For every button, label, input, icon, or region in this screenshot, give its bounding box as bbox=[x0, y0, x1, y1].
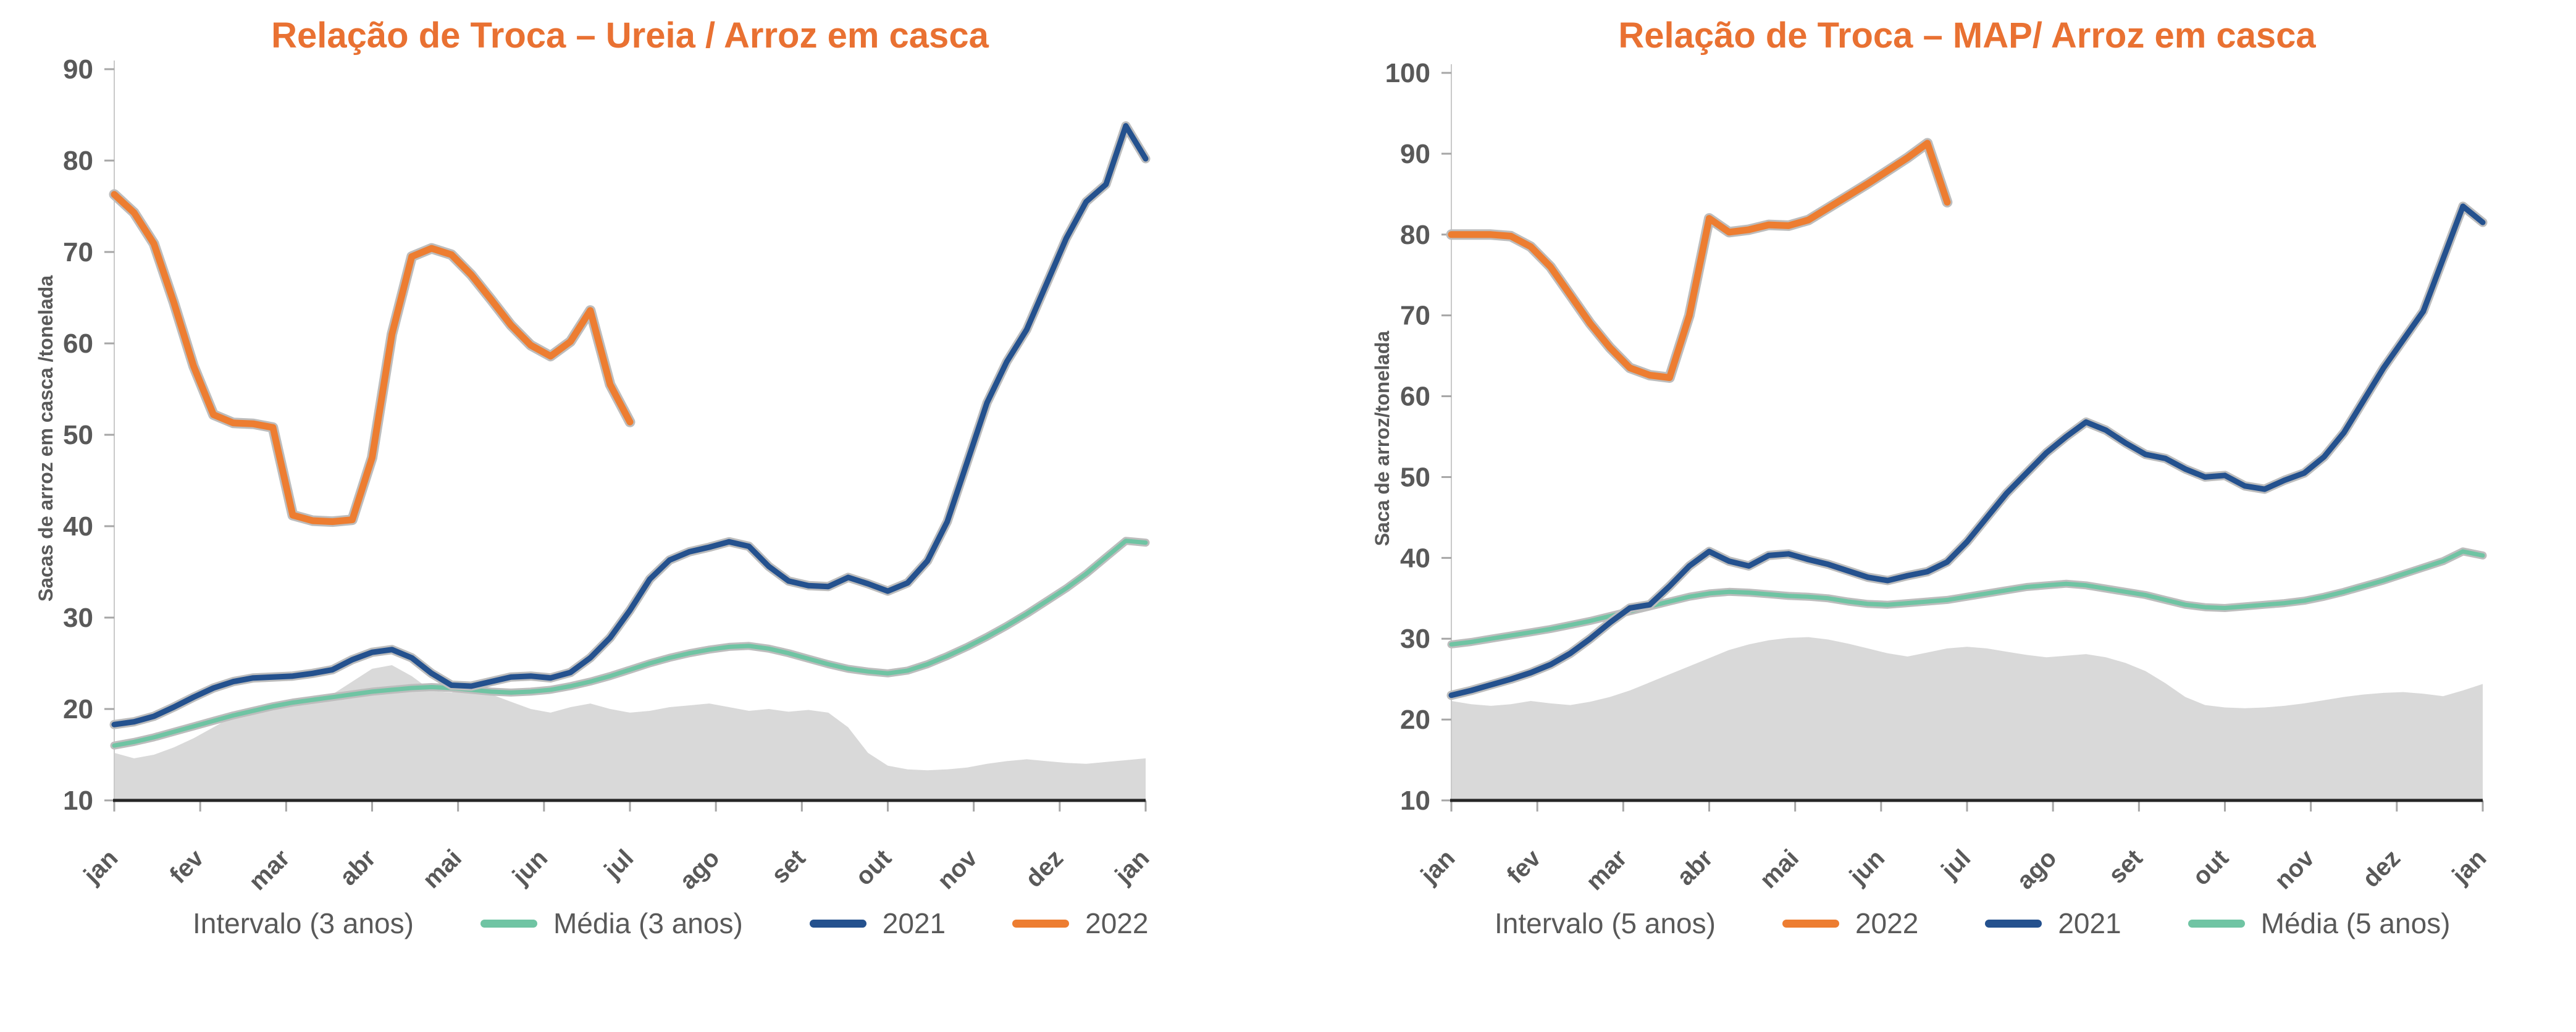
x-tick-label: mar bbox=[244, 844, 295, 896]
x-tick-label: set bbox=[766, 844, 811, 889]
legend-box-swatch bbox=[1419, 897, 1479, 950]
legend-item-2022: 2022 bbox=[1782, 907, 1918, 940]
below-interval-area bbox=[1451, 637, 2483, 800]
series-line-2021 bbox=[1448, 203, 2486, 698]
legend-item-intervalo-5-anos: Intervalo (5 anos) bbox=[1419, 897, 1716, 950]
x-tick-label: nov bbox=[933, 844, 983, 895]
x-tick-label: abr bbox=[335, 844, 381, 891]
x-tick-label: jan bbox=[1416, 844, 1461, 889]
y-tick-label: 90 bbox=[1400, 139, 1430, 169]
y-tick-label: 10 bbox=[1400, 786, 1430, 816]
series-line-2022 bbox=[1448, 140, 1951, 381]
chart-title: Relação de Troca – MAP/ Arroz em casca bbox=[1618, 15, 2316, 56]
x-tick-label: jul bbox=[599, 844, 639, 884]
series-line-2021 bbox=[111, 123, 1149, 728]
x-tick-label: mar bbox=[1581, 844, 1632, 896]
legend-line-swatch bbox=[1985, 919, 2042, 928]
legend-label: Média (3 anos) bbox=[553, 907, 743, 939]
x-tick-label: dez bbox=[1020, 844, 1068, 892]
chart-title: Relação de Troca – Ureia / Arroz em casc… bbox=[271, 15, 989, 56]
chart-ureia-arroz: Relação de Troca – Ureia / Arroz em casc… bbox=[35, 15, 1155, 950]
x-tick-label: dez bbox=[2357, 844, 2406, 892]
legend: Intervalo (5 anos) 2022 2021 Média (5 anos) bbox=[1419, 897, 2450, 950]
x-tick-label: out bbox=[850, 844, 897, 891]
y-tick-label: 30 bbox=[1400, 624, 1430, 654]
y-tick-label: 80 bbox=[63, 146, 93, 176]
y-tick-label: 100 bbox=[1385, 58, 1430, 88]
legend-item-2022: 2022 bbox=[1012, 907, 1148, 940]
x-tick-label: jun bbox=[507, 844, 553, 890]
y-tick-label: 80 bbox=[1400, 220, 1430, 250]
x-tick-label: ago bbox=[674, 844, 724, 894]
legend-line-swatch bbox=[480, 919, 537, 928]
series-line-Média (3 anos) bbox=[112, 539, 1148, 748]
y-tick-label: 70 bbox=[1400, 301, 1430, 331]
x-tick-label: ago bbox=[2012, 844, 2062, 894]
legend-line-swatch bbox=[809, 919, 866, 928]
y-tick-label: 40 bbox=[1400, 543, 1430, 573]
x-tick-label: jun bbox=[1844, 844, 1890, 890]
y-tick-label: 40 bbox=[63, 511, 93, 542]
chart-map-arroz: Relação de Troca – MAP/ Arroz em casca S… bbox=[1288, 0, 2576, 1032]
legend-item-intervalo-3-anos: Intervalo (3 anos) bbox=[117, 897, 414, 950]
y-tick-label: 60 bbox=[1400, 382, 1430, 412]
legend-item-2021: 2021 bbox=[1985, 907, 2121, 940]
legend-item-média-3-anos: Média (3 anos) bbox=[480, 907, 743, 940]
x-tick-label: jul bbox=[1936, 844, 1976, 884]
series-line-2022 bbox=[111, 191, 634, 526]
y-tick-label: 10 bbox=[63, 786, 93, 816]
y-tick-label: 50 bbox=[63, 420, 93, 450]
legend-label: Intervalo (3 anos) bbox=[193, 907, 414, 939]
y-tick-label: 90 bbox=[63, 54, 93, 85]
y-tick-label: 50 bbox=[1400, 462, 1430, 492]
x-tick-label: fev bbox=[165, 844, 210, 889]
legend: Intervalo (3 anos) Média (3 anos) 2021 2022 bbox=[117, 897, 1148, 950]
legend-line-swatch bbox=[1012, 919, 1070, 928]
legend-label: 2021 bbox=[882, 907, 946, 939]
x-tick-label: jan bbox=[1110, 844, 1155, 889]
x-tick-label: fev bbox=[1502, 844, 1547, 889]
legend-label: Média (5 anos) bbox=[2260, 907, 2451, 939]
legend-label: Intervalo (5 anos) bbox=[1495, 907, 1716, 939]
x-tick-label: out bbox=[2188, 844, 2234, 891]
below-interval-area bbox=[114, 665, 1146, 800]
legend-item-2021: 2021 bbox=[809, 907, 946, 940]
legend-label: 2022 bbox=[1855, 907, 1919, 939]
y-tick-label: 70 bbox=[63, 237, 93, 267]
x-tick-label: jan bbox=[2447, 844, 2492, 889]
legend-item-média-5-anos: Média (5 anos) bbox=[2188, 907, 2451, 940]
legend-line-swatch bbox=[1782, 919, 1839, 928]
legend-line-swatch bbox=[2188, 919, 2245, 928]
interval-band-area bbox=[114, 125, 1146, 771]
y-tick-label: 20 bbox=[63, 694, 93, 724]
y-tick-label: 30 bbox=[63, 603, 93, 633]
interval-band-area bbox=[1451, 206, 2483, 708]
x-tick-label: nov bbox=[2270, 844, 2320, 895]
x-tick-label: jan bbox=[78, 844, 124, 889]
y-tick-label: 20 bbox=[1400, 705, 1430, 735]
legend-box-swatch bbox=[117, 897, 177, 950]
x-tick-label: mai bbox=[417, 844, 467, 894]
x-tick-label: set bbox=[2104, 844, 2148, 889]
legend-label: 2022 bbox=[1085, 907, 1149, 939]
legend-label: 2021 bbox=[2058, 907, 2121, 939]
y-tick-label: 60 bbox=[63, 329, 93, 359]
x-tick-label: mai bbox=[1755, 844, 1804, 894]
x-tick-label: abr bbox=[1672, 844, 1718, 891]
